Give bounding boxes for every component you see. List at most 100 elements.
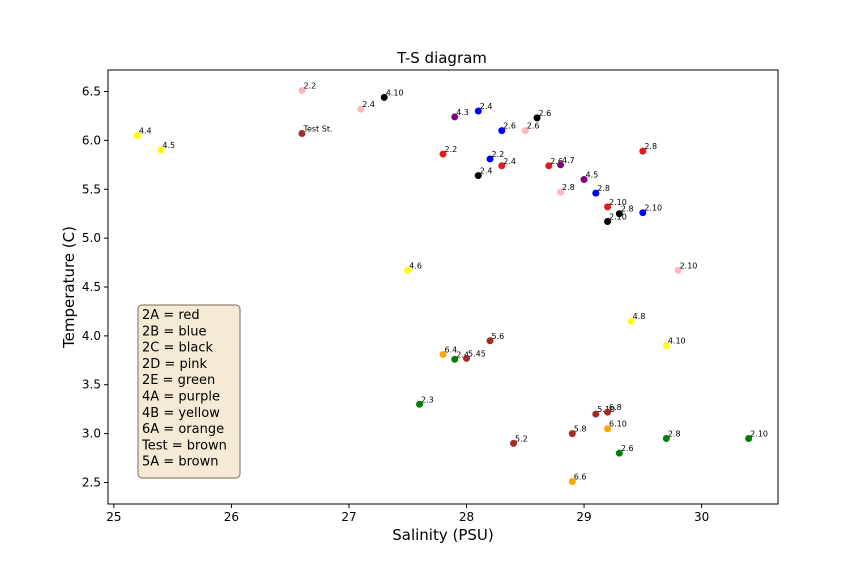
data-point-label: 2.10: [750, 430, 768, 439]
data-point-label: 5.6: [492, 332, 505, 341]
data-point-brown: [568, 430, 576, 438]
legend-background: [137, 304, 241, 479]
data-point-red: [545, 162, 553, 170]
data-point-label: 2.2: [303, 82, 316, 91]
data-point-red: [639, 147, 647, 155]
data-point-label: 4.6: [409, 261, 422, 270]
data-point-pink: [357, 105, 365, 113]
data-point-label: 2.4: [480, 167, 493, 176]
data-point-label: 6.4: [445, 345, 458, 354]
data-point-red: [604, 203, 612, 211]
plot-area: 25 26 27 28 29 30 2.5 3.0 3.5 4.0 4.5 5.0 5.5 6.0 6.5 2…: [82, 69, 779, 524]
data-point-label: 6.6: [574, 473, 587, 482]
data-point-label: 2.6: [539, 109, 552, 118]
data-point-label: 2.8: [644, 142, 657, 151]
data-point-brown: [486, 337, 494, 345]
data-point-label: 4.3: [456, 108, 469, 117]
y-axis-title: Temperature (C): [60, 226, 78, 349]
x-axis-title: Salinity (PSU): [392, 526, 494, 544]
y-tick-label: 4.0: [82, 329, 101, 343]
x-tick-label: 30: [694, 510, 709, 524]
data-point-purple: [451, 113, 459, 121]
data-point-label: 2.8: [621, 205, 634, 214]
data-point-brown: [510, 439, 518, 447]
y-tick-label: 5.5: [82, 182, 101, 196]
data-point-green: [615, 449, 623, 457]
data-point-label: 2.6: [621, 444, 634, 453]
data-point-label: 2.4: [503, 157, 516, 166]
legend-entry: 4B = yellow: [142, 406, 220, 421]
data-point-label: 2.6: [527, 122, 540, 131]
data-point-label: 4.10: [386, 88, 404, 97]
data-point-purple: [580, 175, 588, 183]
y-tick-label: 3.5: [82, 378, 101, 392]
y-tick-label: 4.5: [82, 280, 101, 294]
data-point-green: [415, 400, 423, 408]
data-point-label: 2.6: [550, 157, 563, 166]
data-point-blue: [498, 127, 506, 135]
data-point-label: 2.2: [445, 145, 458, 154]
data-point-label: 2.4: [480, 102, 493, 111]
data-point-label: 2.3: [421, 395, 434, 404]
legend-entry: 5A = brown: [142, 455, 218, 470]
x-tick-label: 27: [341, 510, 356, 524]
data-point-red: [439, 150, 447, 158]
y-tick-label: 3.0: [82, 427, 101, 441]
x-tick-label: 28: [459, 510, 474, 524]
data-point-blue: [592, 189, 600, 197]
data-point-black: [474, 172, 482, 180]
data-point-black: [604, 218, 612, 226]
data-point-label: 4.8: [633, 312, 646, 321]
data-point-label: 2.4: [362, 100, 375, 109]
legend-entry: 2A = red: [142, 308, 200, 323]
data-point-green: [662, 435, 670, 443]
data-point-label: 5.2: [515, 434, 528, 443]
data-point-purple: [557, 161, 565, 169]
legend-entry: 2B = blue: [142, 324, 206, 339]
data-point-label: 4.5: [586, 170, 599, 179]
y-tick-label: 6.5: [82, 85, 101, 99]
data-point-blue: [486, 155, 494, 163]
y-tick-label: 6.0: [82, 133, 101, 147]
data-point-orange: [439, 350, 447, 358]
data-point-label: 5.8: [574, 425, 587, 434]
data-point-blue: [639, 209, 647, 217]
data-point-label: 2.10: [680, 261, 698, 270]
data-point-yellow: [662, 342, 670, 350]
data-point-label: Test St.: [302, 125, 332, 134]
data-point-label: 4.10: [668, 337, 686, 346]
data-point-label: 6.10: [609, 420, 627, 429]
data-point-blue: [474, 107, 482, 115]
data-point-orange: [568, 478, 576, 486]
data-point-label: 2.10: [609, 213, 627, 222]
data-point-brown: [592, 410, 600, 418]
data-point-label: 2.4: [456, 350, 469, 359]
x-tick-label: 29: [576, 510, 591, 524]
data-point-black: [380, 93, 388, 101]
y-tick-label: 5.0: [82, 231, 101, 245]
chart-title: T-S diagram: [396, 49, 487, 67]
data-point-pink: [298, 87, 306, 95]
data-point-brown: [604, 408, 612, 416]
x-tick-label: 26: [224, 510, 239, 524]
data-point-label: 4.5: [162, 141, 175, 150]
data-point-green: [745, 435, 753, 443]
data-point-black: [533, 114, 541, 122]
data-point-pink: [521, 127, 529, 135]
x-tick-label: 25: [106, 510, 121, 524]
data-point-label: 2.10: [609, 198, 627, 207]
data-point-red: [498, 162, 506, 170]
data-point-pink: [557, 188, 565, 196]
data-point-yellow: [157, 146, 165, 154]
data-point-label: 2.2: [492, 150, 505, 159]
legend-entry: 2C = black: [142, 341, 213, 356]
data-point-yellow: [133, 131, 141, 139]
data-point-label: 2.8: [597, 184, 610, 193]
legend-entry: 2D = pink: [142, 357, 208, 372]
data-point-yellow: [627, 317, 635, 325]
data-point-label: 2.8: [562, 183, 575, 192]
data-point-yellow: [404, 266, 412, 274]
